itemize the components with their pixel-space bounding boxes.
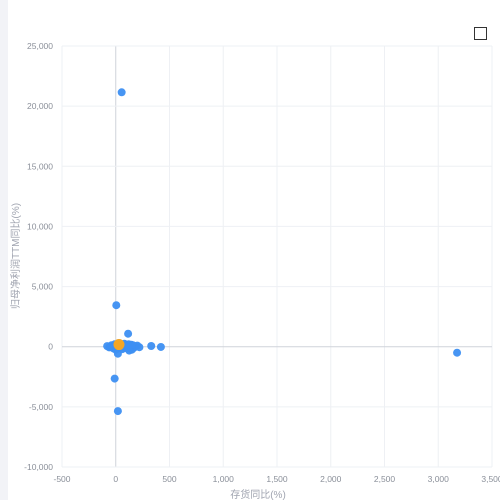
x-tick-label: 1,000 <box>213 474 235 484</box>
data-point[interactable] <box>113 407 122 416</box>
data-point[interactable] <box>117 88 126 97</box>
x-tick-label: 1,500 <box>266 474 288 484</box>
data-points <box>103 88 462 416</box>
grid-lines <box>61 45 493 468</box>
y-tick-label: 15,000 <box>27 161 53 171</box>
highlight-point[interactable] <box>113 339 125 351</box>
y-tick-label: 25,000 <box>27 41 53 51</box>
y-tick-label: 10,000 <box>27 221 53 231</box>
toggle-checkbox[interactable] <box>474 27 487 40</box>
x-tick-label: 500 <box>162 474 176 484</box>
x-tick-label: 0 <box>113 474 118 484</box>
data-point[interactable] <box>453 348 462 357</box>
x-tick-label: 2,500 <box>374 474 396 484</box>
y-tick-label: -10,000 <box>24 462 53 472</box>
data-point[interactable] <box>112 301 121 310</box>
y-tick-label: 20,000 <box>27 101 53 111</box>
data-point[interactable] <box>147 341 156 350</box>
y-axis-label: 归母净利润TTM同比(%) <box>9 203 22 309</box>
y-tick-label: 5,000 <box>32 282 54 292</box>
y-tick-label: 0 <box>48 342 53 352</box>
x-axis-label: 存货同比(%) <box>230 488 286 500</box>
x-tick-label: 3,000 <box>428 474 450 484</box>
x-tick-label: 3,500 <box>481 474 500 484</box>
data-point[interactable] <box>156 342 165 351</box>
y-tick-label: -5,000 <box>29 402 53 412</box>
data-point[interactable] <box>124 329 133 338</box>
data-point[interactable] <box>110 374 119 383</box>
x-tick-label: -500 <box>53 474 70 484</box>
x-tick-label: 2,000 <box>320 474 342 484</box>
data-point[interactable] <box>135 343 144 352</box>
tick-labels: -500 0 500 1,000 1,500 2,000 2,500 3,000 3,500 25… <box>24 41 500 484</box>
chart-card <box>8 0 500 500</box>
